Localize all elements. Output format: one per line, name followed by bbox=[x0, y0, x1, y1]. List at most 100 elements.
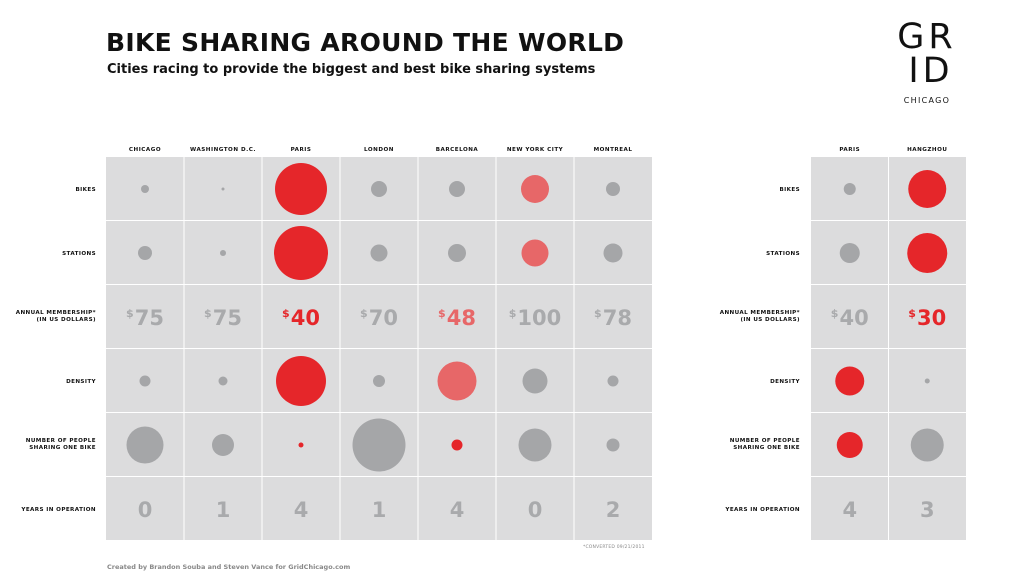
data-circle bbox=[437, 361, 477, 401]
row-label: STATIONS bbox=[62, 251, 96, 257]
data-circle bbox=[276, 356, 326, 406]
currency-symbol: $ bbox=[126, 307, 134, 320]
data-circle bbox=[518, 428, 552, 462]
data-circle bbox=[218, 376, 228, 386]
row-label: NUMBER OF PEOPLE bbox=[730, 438, 800, 444]
data-circle bbox=[839, 243, 860, 263]
data-circle bbox=[607, 375, 619, 387]
data-value: 4 bbox=[294, 498, 309, 522]
column-header: MONTREAL bbox=[594, 147, 633, 153]
row-label: DENSITY bbox=[770, 379, 800, 385]
column-header: NEW YORK CITY bbox=[507, 147, 564, 153]
data-circle bbox=[221, 187, 225, 191]
data-circle bbox=[275, 163, 327, 215]
data-circle bbox=[924, 378, 930, 384]
data-circle bbox=[907, 233, 948, 273]
row-label: YEARS IN OPERATION bbox=[724, 507, 800, 513]
currency-symbol: $ bbox=[204, 307, 212, 320]
data-value: 0 bbox=[528, 498, 543, 522]
data-circle bbox=[606, 438, 620, 452]
row-label-line-2: SHARING ONE BIKE bbox=[29, 445, 96, 451]
data-circle bbox=[126, 426, 164, 464]
column-header: WASHINGTON D.C. bbox=[190, 147, 256, 153]
data-circle bbox=[606, 182, 620, 196]
data-value: $30 bbox=[908, 306, 946, 330]
column-header: LONDON bbox=[364, 147, 394, 153]
row-label: DENSITY bbox=[66, 379, 96, 385]
data-circle bbox=[298, 442, 304, 448]
currency-symbol: $ bbox=[831, 307, 839, 320]
logo-line-3: CHICAGO bbox=[903, 96, 951, 105]
chart-subtitle: Cities racing to provide the biggest and… bbox=[107, 62, 596, 77]
data-value: 4 bbox=[842, 498, 857, 522]
credit-footer: Created by Brandon Souba and Steven Vanc… bbox=[107, 563, 351, 571]
column-header: CHICAGO bbox=[129, 147, 161, 153]
row-label: YEARS IN OPERATION bbox=[20, 507, 96, 513]
data-circle bbox=[139, 375, 151, 387]
data-circle bbox=[141, 185, 149, 193]
data-circle bbox=[373, 375, 385, 387]
value-number: 30 bbox=[917, 306, 946, 330]
row-label: ANNUAL MEMBERSHIP* bbox=[16, 310, 96, 316]
data-circle bbox=[835, 366, 865, 396]
data-value: $75 bbox=[204, 306, 242, 330]
conversion-note: *CONVERTED 09/21/2011 bbox=[583, 545, 645, 550]
data-value: $40 bbox=[282, 306, 320, 330]
data-circle bbox=[138, 246, 152, 260]
chart-title: BIKE SHARING AROUND THE WORLD bbox=[106, 28, 625, 57]
data-value: $48 bbox=[438, 306, 476, 330]
row-label: BIKES bbox=[779, 187, 800, 193]
data-value: 1 bbox=[372, 498, 387, 522]
value-number: 75 bbox=[135, 306, 164, 330]
logo-line-2: ID bbox=[908, 51, 954, 91]
data-value: $100 bbox=[509, 306, 562, 330]
data-circle bbox=[449, 181, 465, 197]
data-value: 4 bbox=[450, 498, 465, 522]
data-circle bbox=[908, 170, 947, 208]
value-number: 70 bbox=[369, 306, 398, 330]
logo-line-1: GR bbox=[897, 17, 957, 57]
data-value: $40 bbox=[831, 306, 869, 330]
data-circle bbox=[371, 181, 387, 197]
data-value: 1 bbox=[216, 498, 231, 522]
value-number: 75 bbox=[213, 306, 242, 330]
value-number: 48 bbox=[447, 306, 476, 330]
data-circle bbox=[451, 439, 463, 451]
data-value: $70 bbox=[360, 306, 398, 330]
data-circle bbox=[910, 428, 944, 462]
data-circle bbox=[521, 175, 549, 203]
column-header: PARIS bbox=[839, 147, 860, 153]
data-value: $75 bbox=[126, 306, 164, 330]
column-header: PARIS bbox=[291, 147, 312, 153]
value-number: 78 bbox=[603, 306, 632, 330]
data-circle bbox=[220, 250, 226, 256]
data-circle bbox=[370, 244, 388, 262]
data-circle bbox=[274, 226, 328, 280]
currency-symbol: $ bbox=[360, 307, 368, 320]
row-label: STATIONS bbox=[766, 251, 800, 257]
data-circle bbox=[843, 183, 856, 195]
data-value: 2 bbox=[606, 498, 621, 522]
value-number: 40 bbox=[839, 306, 868, 330]
currency-symbol: $ bbox=[282, 307, 290, 320]
data-circle bbox=[212, 434, 234, 456]
grid-chicago-logo: GR ID CHICAGO bbox=[894, 17, 960, 106]
row-label: NUMBER OF PEOPLE bbox=[26, 438, 96, 444]
row-label-line-2: (IN US DOLLARS) bbox=[36, 317, 96, 323]
data-circle bbox=[352, 418, 406, 472]
currency-symbol: $ bbox=[438, 307, 446, 320]
row-label-line-2: SHARING ONE BIKE bbox=[733, 445, 800, 451]
column-header: BARCELONA bbox=[436, 147, 479, 153]
currency-symbol: $ bbox=[908, 307, 916, 320]
data-circle bbox=[521, 239, 549, 267]
currency-symbol: $ bbox=[594, 307, 602, 320]
row-label: ANNUAL MEMBERSHIP* bbox=[720, 310, 800, 316]
currency-symbol: $ bbox=[509, 307, 517, 320]
data-value: $78 bbox=[594, 306, 632, 330]
row-label-line-2: (IN US DOLLARS) bbox=[740, 317, 800, 323]
data-circle bbox=[522, 368, 548, 394]
column-header: HANGZHOU bbox=[907, 147, 947, 153]
data-circle bbox=[603, 243, 623, 263]
value-number: 40 bbox=[291, 306, 320, 330]
